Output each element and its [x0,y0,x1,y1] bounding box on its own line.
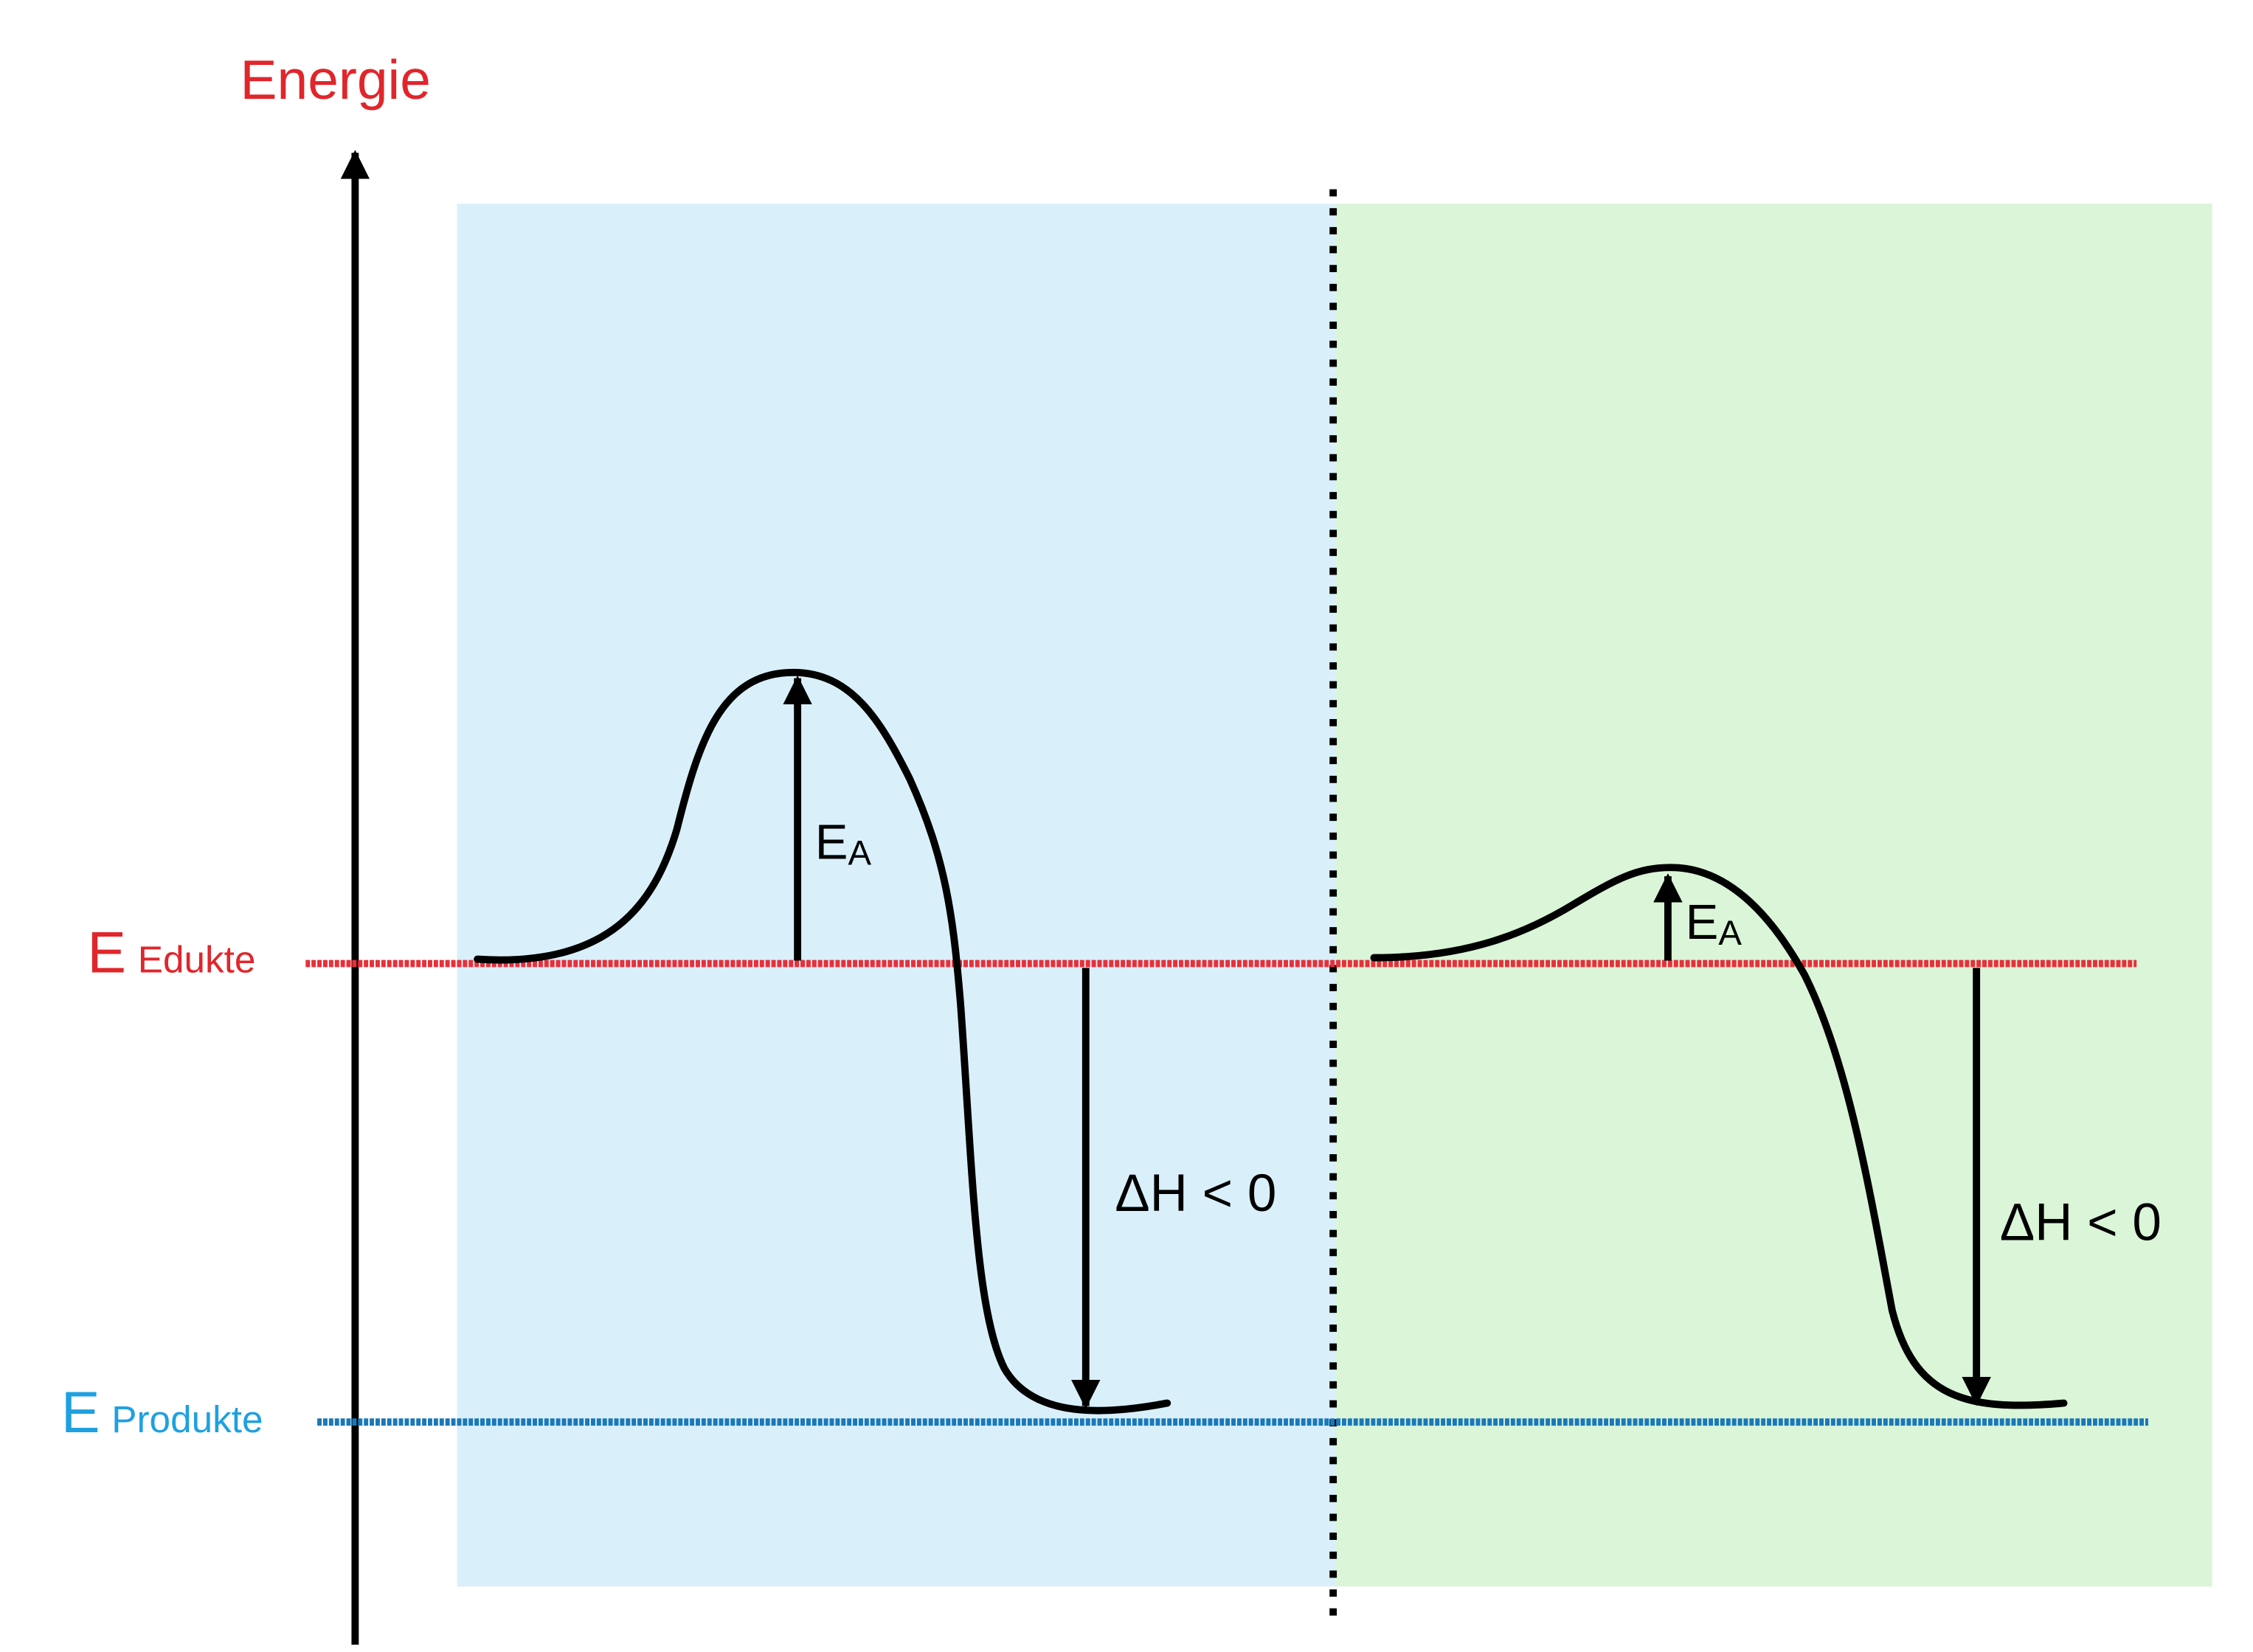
reaction-curve [474,668,1172,1415]
label-part: E [87,920,126,985]
level-label: E Edukte [87,920,255,985]
activation-label: EA [1686,895,1742,953]
level-label: E Produkte [61,1380,263,1445]
panel-background [457,204,1337,1587]
panel-background [1336,204,2212,1587]
axis-label: Energie [240,49,431,111]
label-part: E [815,814,848,870]
label-part: Edukte [138,938,256,980]
enthalpy-label: ΔH < 0 [1115,1165,1276,1223]
label-part: E [1686,895,1719,950]
label-part: A [1718,914,1742,953]
activation-label: EA [815,814,872,872]
reaction-curve [1370,864,2068,1409]
label-part: E [61,1380,100,1445]
label-part: Produkte [111,1398,263,1440]
label-part: A [848,833,872,872]
enthalpy-label: ΔH < 0 [2000,1193,2162,1252]
